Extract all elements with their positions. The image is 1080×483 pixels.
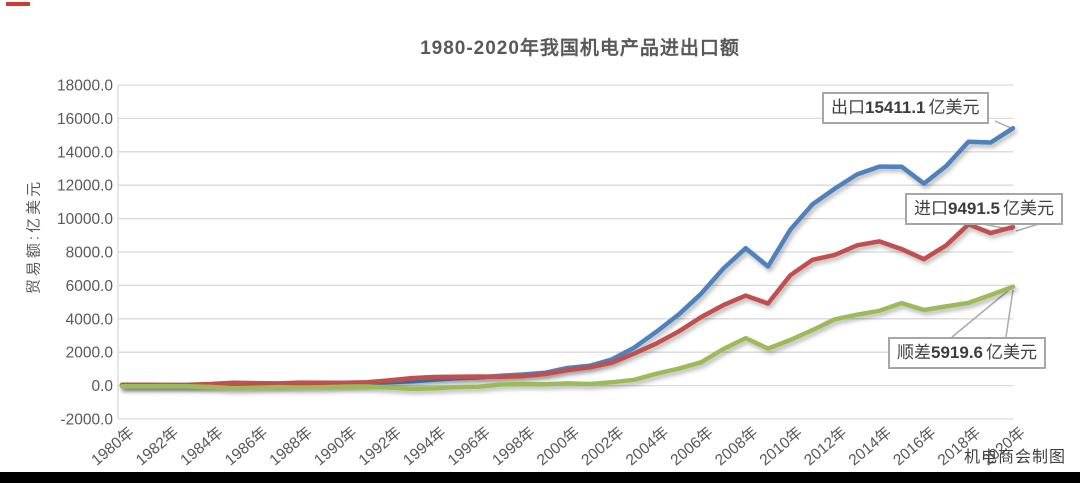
x-tick-label: 1998年 [489,423,539,469]
x-tick-label: 1992年 [355,423,405,469]
y-tick-label: 8000.0 [66,245,114,262]
y-tick-label: -2000.0 [60,412,113,429]
x-tick-label: 1996年 [444,423,494,469]
x-tick-label: 1994年 [400,423,450,469]
x-tick-label: 1988年 [266,423,316,469]
surplus-annotation: 顺差5919.6 亿美元 [888,337,1046,369]
y-tick-label: 2000.0 [66,345,114,362]
surplus-annotation-prefix: 顺差 [897,343,931,362]
export-line [119,125,1016,388]
callout-leader-line [951,289,1010,338]
x-tick-label: 1982年 [132,423,182,469]
x-tick-label: 2008年 [711,423,761,469]
credit-text: 机电商会制图 [963,449,1066,466]
import-annotation-unit: 亿美元 [1003,199,1054,218]
x-tick-label: 2014年 [845,423,895,469]
x-tick-label: 2016年 [890,423,940,469]
x-tick-label: 2000年 [533,423,583,469]
bottom-black-bar [0,472,1080,483]
y-tick-label: 14000.0 [57,144,113,161]
y-tick-label: 12000.0 [57,178,113,195]
x-tick-label: 2002年 [578,423,628,469]
y-tick-label: 4000.0 [66,311,114,328]
x-tick-label: 2004年 [622,423,672,469]
x-tick-label: 2010年 [756,423,806,469]
export-annotation: 出口15411.1 亿美元 [822,92,989,124]
x-tick-label: 2012年 [801,423,851,469]
chart-title: 1980-2020年我国机电产品进出口额 [420,38,740,59]
surplus-annotation-value: 5919.6 [931,343,983,362]
export-annotation-unit: 亿美元 [928,98,980,117]
import-annotation-value: 9491.5 [948,199,1000,218]
callout-leader-line [1005,289,1014,338]
x-tick-label: 1980年 [88,423,138,469]
export-annotation-value: 15411.1 [865,98,926,117]
y-tick-label: 18000.0 [57,78,113,95]
x-tick-label: 2006年 [667,423,717,469]
y-axis-tick-labels: 18000.0 16000.0 14000.0 12000.0 10000.0 8000.… [57,78,113,429]
x-tick-label: 1984年 [177,423,227,469]
export-annotation-prefix: 出口 [831,98,865,117]
surplus-annotation-unit: 亿美元 [986,343,1037,362]
series-lines [119,125,1016,392]
y-tick-label: 0.0 [91,378,113,395]
import-annotation: 进口9491.5 亿美元 [905,193,1063,225]
corner-red-mark [6,2,30,6]
x-axis-tick-labels: 1980年1982年1984年1986年1988年1990年1992年1994年… [88,423,1029,469]
import-annotation-prefix: 进口 [914,199,948,218]
y-tick-label: 6000.0 [66,278,114,295]
y-tick-label: 16000.0 [57,111,113,128]
import-line [119,222,1016,388]
x-tick-label: 1986年 [221,423,271,469]
y-tick-label: 10000.0 [57,211,113,228]
surplus-line [119,284,1016,392]
x-tick-label: 1990年 [310,423,360,469]
